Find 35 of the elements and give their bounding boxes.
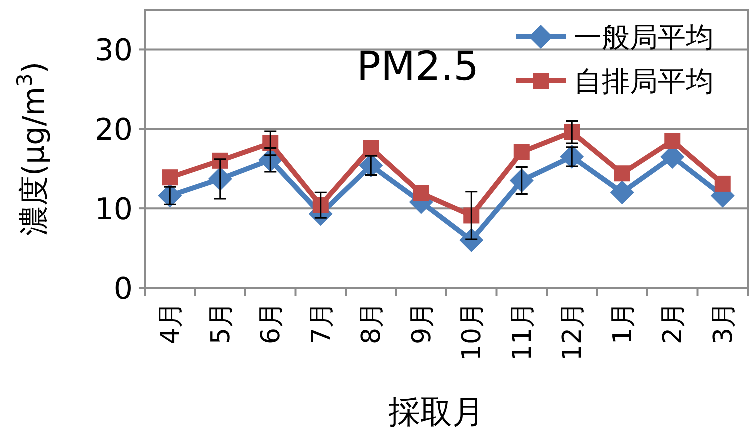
y-tick-label: 30 — [94, 34, 133, 69]
point — [564, 124, 580, 140]
x-tick-label: 11月 — [508, 302, 538, 362]
x-tick-label: 3月 — [708, 302, 739, 345]
point — [610, 180, 634, 205]
x-tick-label: 5月 — [206, 302, 236, 345]
point — [162, 170, 178, 186]
point — [464, 208, 480, 224]
point — [560, 144, 584, 169]
x-tick-label: 1月 — [608, 302, 638, 345]
point — [614, 166, 630, 182]
y-tick-label: 0 — [114, 272, 133, 307]
point — [312, 197, 329, 214]
point — [514, 144, 530, 160]
point — [714, 176, 731, 192]
x-tick-label: 7月 — [306, 302, 337, 345]
y-tick-label: 20 — [94, 113, 133, 148]
x-tick-label: 8月 — [357, 302, 388, 345]
x-axis-title: 採取月 — [388, 393, 484, 431]
legend-item: 自排局平均 — [516, 65, 714, 98]
point — [664, 133, 681, 150]
x-tick-label: 6月 — [256, 302, 287, 345]
x-tick-label: 10月 — [458, 302, 488, 362]
legend-label: 自排局平均 — [574, 65, 714, 98]
legend-label: 一般局平均 — [574, 21, 714, 54]
point — [158, 184, 182, 208]
text: PM2.5 — [356, 44, 480, 90]
x-tick-label: 2月 — [658, 302, 689, 345]
y-tick-label: 10 — [94, 192, 133, 228]
x-tick-label: 12月 — [558, 302, 588, 362]
x-tick-label: 4月 — [156, 302, 186, 345]
point — [363, 140, 380, 156]
x-tick-label: 9月 — [407, 302, 438, 345]
point — [413, 185, 430, 202]
legend-item: 一般局平均 — [516, 21, 714, 54]
